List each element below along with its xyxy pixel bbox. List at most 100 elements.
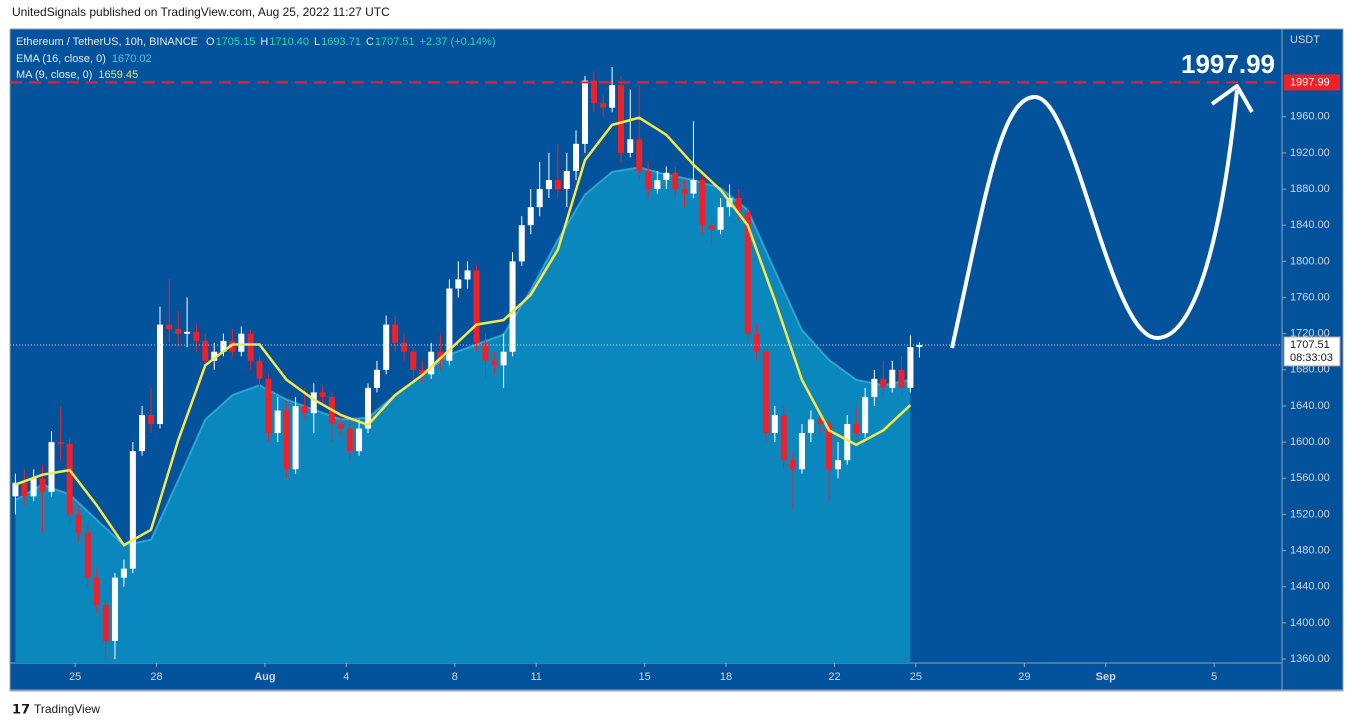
tv-logo: 𝟭𝟳 [12, 701, 30, 716]
candle-body [826, 424, 833, 470]
legend-ohlc-key: C [366, 36, 374, 48]
candle-body [220, 340, 227, 352]
candle-body [536, 189, 543, 208]
candle-body [735, 198, 742, 212]
legend-ohlc-value: 1693.71 [321, 36, 361, 48]
y-tick-label: 1520.00 [1290, 508, 1330, 520]
candle-body [681, 189, 688, 194]
candle-body [500, 351, 507, 366]
candle-body [401, 342, 408, 352]
y-tick-label: 1440.00 [1290, 581, 1330, 593]
candle-body [753, 333, 760, 352]
candle-body [365, 387, 372, 429]
candle-body [609, 85, 616, 108]
y-tick-label: 1640.00 [1290, 400, 1330, 412]
candle-body [590, 80, 597, 104]
candle-body [455, 279, 462, 289]
target-annotation: 1997.99 [1181, 49, 1275, 79]
y-tick-label: 1360.00 [1290, 653, 1330, 665]
publisher: UnitedSignals published on TradingView.c… [12, 5, 390, 19]
legend-series-name: MA (9, close, 0) [16, 69, 92, 81]
candle-body [509, 261, 516, 352]
candle-body [419, 369, 426, 375]
candle-body [708, 225, 715, 230]
candle-body [175, 329, 182, 334]
candle-body [166, 324, 173, 330]
candle-body [238, 333, 245, 352]
candle-body [102, 604, 109, 641]
candle-body [817, 419, 824, 425]
candle-body [654, 180, 661, 190]
candle-body [780, 415, 787, 461]
legend-series-name: EMA (16, close, 0) [16, 53, 106, 65]
y-tick-label: 1560.00 [1290, 472, 1330, 484]
candle-body [699, 180, 706, 226]
candle-body [12, 482, 19, 497]
candle-body [527, 207, 534, 226]
candle-body [75, 514, 82, 533]
candle-body [844, 424, 851, 461]
candle-body [148, 415, 155, 425]
candle-body [645, 170, 652, 190]
candle-body [247, 333, 254, 361]
projection-arrow [1210, 84, 1254, 113]
candle-body [57, 442, 64, 444]
candle-body [120, 568, 127, 578]
candle-body [428, 351, 435, 375]
candle-body [265, 378, 272, 434]
candle-body [491, 360, 498, 366]
legend-series-value: 1670.02 [112, 53, 152, 65]
candle-body [618, 85, 625, 153]
legend-ohlc-key: O [206, 36, 215, 48]
candle-body [319, 392, 326, 397]
candle-body [663, 172, 670, 181]
legend-change: +2.37 (+0.14%) [420, 36, 496, 48]
candle-body [111, 577, 118, 641]
candle-body [373, 369, 380, 388]
x-tick-label: 11 [530, 671, 541, 683]
x-tick-label: 28 [150, 671, 162, 683]
candle-body [193, 331, 200, 341]
candle-body [573, 143, 580, 171]
candle-body [446, 288, 453, 361]
ema-line [14, 166, 911, 547]
projection-curve [950, 89, 1239, 349]
legend-ohlc-key: L [314, 36, 320, 48]
candle-body [229, 340, 236, 352]
legend-series-value: 1659.45 [98, 69, 138, 81]
candle-body [627, 139, 634, 153]
countdown-label: 08:33:03 [1290, 352, 1333, 364]
target-tag-label: 1997.99 [1290, 76, 1330, 88]
candle-body [383, 324, 390, 370]
ma-line [14, 116, 912, 547]
candle-body [916, 344, 923, 348]
y-tick-label: 1920.00 [1290, 147, 1330, 159]
candle-body [48, 442, 55, 492]
candle-body [337, 424, 344, 429]
candle-body [139, 415, 146, 452]
y-tick-label: 1400.00 [1290, 617, 1330, 629]
y-tick-label: 1680.00 [1290, 364, 1330, 376]
candle-body [256, 360, 263, 379]
candle-body [392, 324, 399, 343]
y-tick-label: 1880.00 [1290, 183, 1330, 195]
candle-body [744, 211, 751, 334]
candle-body [762, 351, 769, 434]
candle-body [202, 340, 209, 361]
target-tag [1284, 74, 1340, 91]
candle-body [30, 478, 37, 497]
candle-body [690, 180, 697, 194]
candle-body [581, 80, 588, 144]
x-tick-label: Aug [254, 671, 275, 683]
ema-area [15, 167, 911, 663]
y-tick-label: 1840.00 [1290, 219, 1330, 231]
candle-body [889, 369, 896, 388]
candle-body [156, 324, 163, 425]
legend-ohlc-key: H [260, 36, 268, 48]
candle-body [807, 419, 814, 434]
x-tick-label: 22 [828, 671, 840, 683]
x-tick-label: 15 [639, 671, 651, 683]
last-price-tag [1283, 336, 1341, 367]
candle-body [554, 180, 561, 190]
candle-body [672, 172, 679, 190]
